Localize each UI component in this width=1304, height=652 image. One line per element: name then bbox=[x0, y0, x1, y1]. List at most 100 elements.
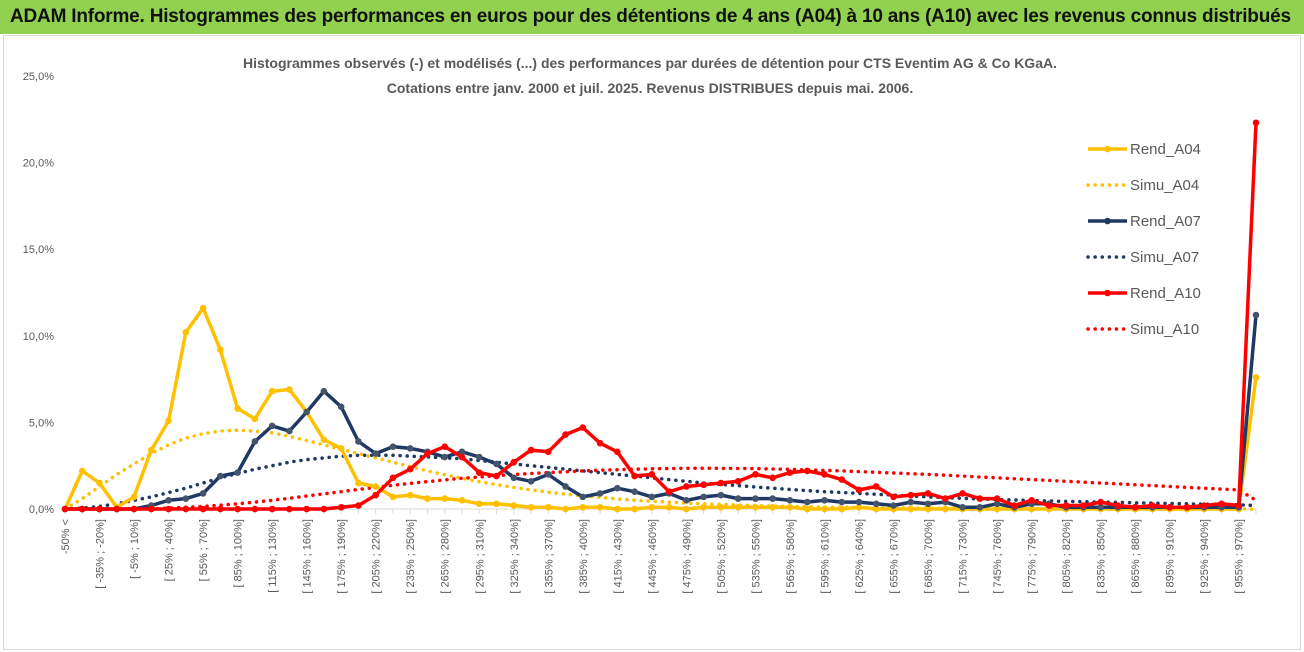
data-point bbox=[1011, 502, 1018, 509]
data-point bbox=[475, 500, 483, 508]
legend-item-simu-a04: Simu_A04 bbox=[1086, 177, 1199, 194]
data-point bbox=[303, 505, 310, 513]
x-tick-label: [ 145% ; 160%] bbox=[302, 519, 314, 594]
data-point bbox=[458, 453, 466, 461]
data-point bbox=[268, 505, 276, 513]
data-point bbox=[993, 495, 1001, 502]
data-point bbox=[441, 495, 449, 502]
x-tick-label: [ 115% ; 130%] bbox=[267, 519, 279, 593]
data-point bbox=[61, 505, 69, 513]
data-point bbox=[268, 387, 276, 395]
legend-label: Simu_A10 bbox=[1130, 321, 1199, 338]
data-point bbox=[683, 505, 690, 513]
series-simu-a07 bbox=[63, 453, 1258, 511]
data-point bbox=[596, 439, 604, 447]
data-point bbox=[320, 505, 328, 513]
data-point bbox=[475, 469, 483, 476]
data-point bbox=[406, 465, 414, 473]
data-point bbox=[993, 505, 1001, 513]
data-point bbox=[942, 495, 949, 502]
data-point bbox=[217, 505, 224, 513]
data-point bbox=[579, 503, 587, 511]
data-point bbox=[1062, 502, 1070, 509]
legend-label: Rend_A07 bbox=[1130, 213, 1201, 230]
data-point bbox=[1080, 502, 1087, 509]
data-point bbox=[458, 448, 466, 456]
data-point bbox=[510, 474, 518, 482]
data-point bbox=[337, 503, 345, 511]
y-tick-label: 20,0% bbox=[23, 158, 54, 170]
x-tick-label: [ 85% ; 100%] bbox=[233, 519, 245, 588]
data-point bbox=[821, 505, 828, 513]
y-tick-label: 5,0% bbox=[29, 417, 54, 429]
data-point bbox=[734, 495, 742, 502]
data-point bbox=[355, 502, 362, 509]
data-point bbox=[424, 495, 431, 502]
x-tick-label: [ 655% ; 670%] bbox=[889, 519, 901, 594]
data-point bbox=[1045, 502, 1053, 509]
data-point bbox=[579, 493, 587, 501]
data-point bbox=[78, 505, 86, 513]
header-banner-title: ADAM Informe. Histogrammes des performan… bbox=[10, 6, 1291, 27]
header-banner: ADAM Informe. Histogrammes des performan… bbox=[0, 0, 1304, 34]
data-point bbox=[924, 500, 932, 508]
legend-marker bbox=[1104, 217, 1111, 225]
x-tick-label: [ -5% ; 10%] bbox=[129, 519, 141, 579]
data-point bbox=[614, 505, 621, 513]
data-point bbox=[752, 471, 759, 478]
data-point bbox=[752, 503, 759, 511]
data-point bbox=[942, 505, 949, 513]
x-tick-label: [ -35% ; -20%] bbox=[95, 519, 107, 589]
data-point bbox=[907, 505, 915, 513]
data-point bbox=[838, 498, 846, 506]
x-tick-label: [ 355% ; 370%] bbox=[543, 519, 555, 594]
data-point bbox=[683, 497, 690, 504]
x-tick-label: [ 535% ; 550%] bbox=[750, 519, 762, 594]
data-point bbox=[78, 467, 86, 475]
data-point bbox=[734, 503, 742, 511]
data-point bbox=[976, 503, 984, 511]
legend-label: Simu_A04 bbox=[1130, 177, 1199, 194]
data-point bbox=[303, 408, 310, 416]
data-point bbox=[872, 483, 880, 490]
data-point bbox=[337, 403, 345, 411]
data-point bbox=[1252, 119, 1260, 127]
data-point bbox=[355, 479, 362, 487]
y-tick-label: 25,0% bbox=[23, 71, 54, 83]
legend-marker bbox=[1104, 145, 1111, 153]
x-tick-label: [ 475% ; 490%] bbox=[681, 519, 693, 594]
legend-item-simu-a07: Simu_A07 bbox=[1086, 249, 1199, 266]
y-axis: 0,0% 5,0% 10,0% 15,0% 20,0% 25,0% bbox=[23, 71, 54, 516]
x-tick-label: [ 955% ; 970%] bbox=[1234, 519, 1246, 594]
data-point bbox=[838, 505, 846, 513]
data-point bbox=[1235, 502, 1243, 509]
data-point bbox=[510, 502, 518, 509]
data-point bbox=[527, 503, 535, 511]
data-point bbox=[96, 479, 103, 487]
data-point bbox=[545, 448, 552, 456]
data-point bbox=[803, 505, 811, 513]
data-point bbox=[441, 443, 449, 450]
data-point bbox=[251, 438, 259, 445]
data-point bbox=[821, 471, 828, 478]
legend-item-rend-a04: Rend_A04 bbox=[1088, 141, 1201, 158]
legend-label: Rend_A10 bbox=[1130, 285, 1201, 302]
data-point bbox=[251, 415, 259, 423]
data-point bbox=[458, 497, 466, 504]
data-point bbox=[1097, 503, 1104, 511]
data-point bbox=[355, 438, 362, 445]
data-point bbox=[614, 484, 621, 492]
legend-item-rend-a10: Rend_A10 bbox=[1088, 285, 1201, 302]
data-point bbox=[821, 497, 828, 504]
data-point bbox=[786, 503, 794, 511]
data-point bbox=[959, 503, 966, 511]
data-point bbox=[182, 329, 190, 336]
data-point bbox=[700, 481, 707, 489]
series-line bbox=[65, 122, 1258, 511]
legend-marker bbox=[1104, 289, 1111, 297]
x-tick-label: [ 865% ; 880%] bbox=[1130, 519, 1142, 594]
data-point bbox=[614, 448, 621, 456]
data-point bbox=[165, 497, 172, 504]
data-point bbox=[199, 304, 207, 312]
